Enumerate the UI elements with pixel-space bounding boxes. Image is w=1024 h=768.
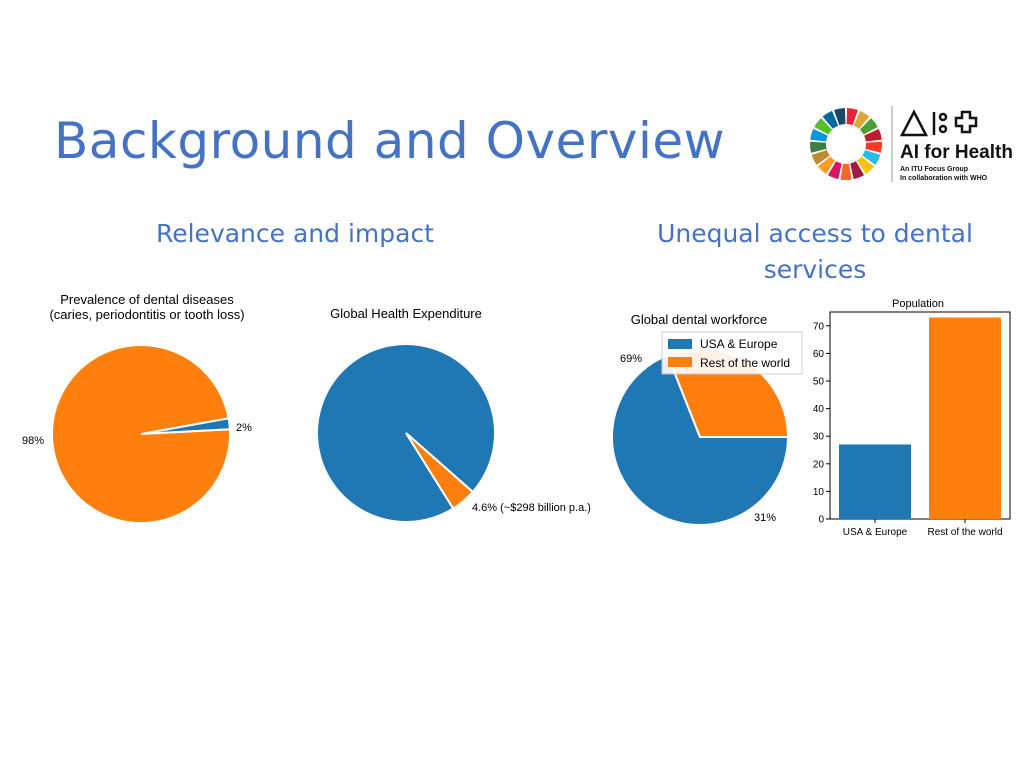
sdg-segment-1 — [853, 110, 870, 129]
subheading-unequal-access: Unequal access to dental services — [640, 216, 990, 288]
slice-label-2pct: 2% — [236, 422, 252, 434]
bar-0 — [839, 444, 911, 519]
bar-plot-area: 0 10 20 30 40 50 60 70 USA & Europe Rest of the w… — [813, 311, 1011, 538]
chart-title-line-2: (caries, periodontitis or tooth loss) — [49, 307, 244, 322]
sdg-segment-14 — [814, 118, 833, 135]
prevalence-pie-chart: Prevalence of dental diseases (caries, p… — [22, 292, 252, 524]
y-tick-label-5: 50 — [813, 377, 825, 388]
pie-slice-1 — [51, 344, 231, 524]
pie-slice-1 — [405, 432, 475, 510]
slice-label-69pct: 69% — [620, 353, 642, 365]
sdg-segment-10 — [817, 156, 835, 175]
sdg-wheel-icon — [809, 108, 883, 181]
x-tick-label-0: USA & Europe — [843, 527, 908, 538]
slice-label-98pct: 98% — [22, 435, 44, 447]
sdg-segment-13 — [810, 128, 828, 142]
ai-for-health-logo — [809, 106, 978, 182]
y-tick-label-0: 0 — [818, 515, 824, 526]
sdg-segment-5 — [862, 150, 881, 165]
logo-main-text: AI for Health — [900, 142, 1013, 163]
dental-workforce-pie-chart: Global dental workforce USA & Europe Res… — [611, 312, 803, 526]
sdg-segment-3 — [864, 128, 882, 142]
ai-plus-icon — [899, 109, 978, 137]
y-tick-label-1: 10 — [813, 487, 825, 498]
sdg-segment-6 — [857, 156, 875, 175]
chart-title: Global Health Expenditure — [330, 306, 482, 321]
logo-sub-text-2: In collaboration with WHO — [900, 175, 988, 182]
y-tick-label-2: 20 — [813, 459, 825, 470]
subheading-line-1: Unequal access to dental — [657, 219, 973, 248]
y-tick-label-6: 60 — [813, 349, 825, 360]
sdg-segment-4 — [865, 141, 883, 153]
legend-label-rest-of-world: Rest of the world — [700, 356, 790, 370]
subheading-relevance: Relevance and impact — [155, 219, 434, 248]
health-expenditure-pie-chart: Global Health Expenditure 4.6% (~$298 bi… — [316, 306, 591, 523]
sdg-segment-7 — [850, 161, 865, 180]
legend-label-usa-europe: USA & Europe — [700, 337, 778, 351]
population-bar-chart: Population 0 10 20 30 40 50 60 70 USA & Europe Re… — [813, 298, 1011, 538]
slice-label-expenditure: 4.6% (~$298 billion p.a.) — [472, 502, 591, 514]
chart-title-line-1: Prevalence of dental diseases — [60, 292, 234, 307]
sdg-segment-0 — [846, 108, 858, 126]
y-tick-label-7: 70 — [813, 321, 825, 332]
subheading-line-2: services — [763, 255, 867, 284]
slice-label-31pct: 31% — [754, 512, 776, 524]
pie-slice-0 — [611, 353, 790, 526]
legend-swatch-usa-europe — [668, 339, 692, 349]
sdg-segment-2 — [859, 118, 878, 135]
plot-frame — [829, 311, 1011, 520]
chart-title: Global dental workforce — [631, 312, 768, 327]
y-tick-label-4: 40 — [813, 404, 825, 415]
logo-sub-text-1: An ITU Focus Group — [900, 166, 969, 173]
slide-title: Background and Overview — [54, 112, 726, 170]
sdg-segment-15 — [822, 110, 839, 129]
legend: USA & Europe Rest of the world — [661, 331, 803, 375]
legend-swatch-rest-of-world — [668, 357, 692, 367]
sdg-segment-16 — [834, 108, 846, 126]
chart-title: Population — [892, 298, 944, 310]
sdg-segment-12 — [809, 141, 827, 153]
sdg-segment-8 — [840, 163, 852, 181]
x-tick-label-1: Rest of the world — [927, 527, 1002, 538]
y-tick-label-3: 30 — [813, 432, 825, 443]
sdg-segment-9 — [827, 161, 842, 180]
sdg-segment-11 — [811, 150, 830, 165]
bar-1 — [929, 317, 1001, 519]
